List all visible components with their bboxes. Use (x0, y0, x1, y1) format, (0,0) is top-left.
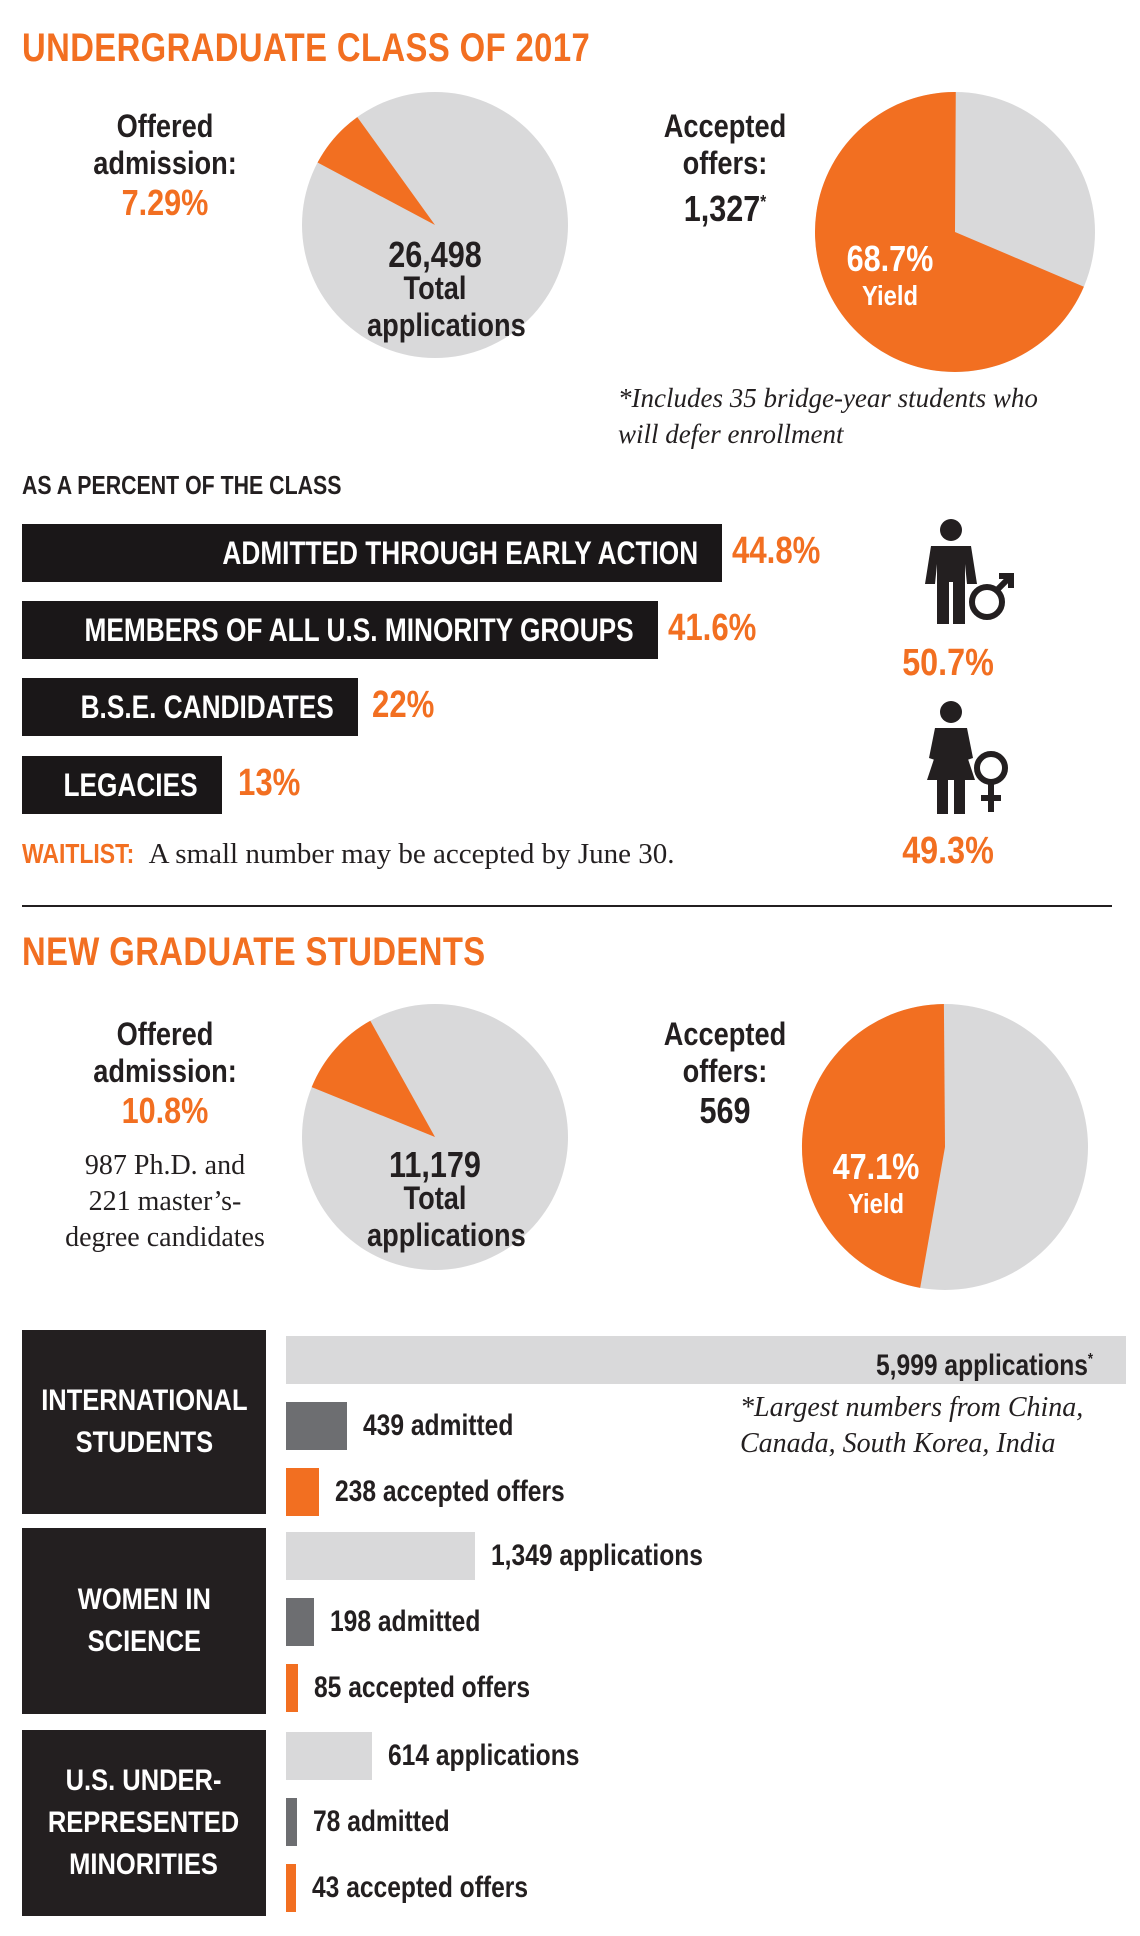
undergrad-yield-pie (815, 92, 1095, 372)
section-divider (22, 905, 1112, 907)
group-1-applications-bar (286, 1532, 475, 1580)
group-1-admitted-label: 198 admitted (330, 1605, 481, 1638)
grad-accepted-label: Accepted offers: 569 (653, 1016, 798, 1129)
percent-title: AS A PERCENT OF THE CLASS (22, 470, 342, 500)
bar-bse-candidates-value: 22% (372, 684, 435, 726)
group-0-accepted-bar (286, 1468, 319, 1516)
undergrad-footnote: *Includes 35 bridge-year students who wi… (618, 383, 1038, 449)
bar-legacies-value: 13% (238, 762, 301, 804)
group-1-applications-label: 1,349 applications (491, 1539, 703, 1572)
grad-yield-slice (801, 1004, 945, 1288)
group-0-applications-bar (286, 1336, 1126, 1384)
undergrad-offered-label: Offered admission: 7.29% (93, 108, 237, 223)
undergrad-applications-pie (302, 92, 568, 358)
waitlist-label: WAITLIST: (22, 838, 135, 869)
grad-yield-pie (801, 1004, 1088, 1290)
female-percent: 49.3% (902, 830, 994, 872)
bar-minority-groups-value: 41.6% (668, 607, 757, 649)
grad-offered-value: 10.8% (121, 1090, 209, 1131)
group-0-admitted-bar (286, 1402, 347, 1450)
grad-yield-label: 47.1% Yield (832, 1146, 920, 1219)
grad-offered-slice (311, 1020, 435, 1137)
group-2-accepted-bar (286, 1864, 296, 1912)
male-percent: 50.7% (902, 642, 994, 684)
group-2-applications-label: 614 applications (388, 1739, 580, 1772)
bar-legacies: LEGACIES (22, 756, 222, 814)
group-0-admitted-label: 439 admitted (363, 1409, 514, 1442)
undergrad-offered-slice (317, 117, 435, 225)
bar-bse-candidates: B.S.E. CANDIDATES (22, 678, 358, 736)
bar-minority-groups: MEMBERS OF ALL U.S. MINORITY GROUPS (22, 601, 658, 659)
undergrad-accepted-value: 1,327 (683, 188, 761, 229)
group-1-accepted-bar (286, 1664, 298, 1712)
waitlist-note: WAITLIST: A small number may be accepted… (22, 838, 675, 871)
undergrad-applications-label: 26,498 Total applications (367, 234, 526, 343)
group-2-admitted-label: 78 admitted (313, 1805, 450, 1838)
group-2-accepted-label: 43 accepted offers (312, 1871, 529, 1904)
undergrad-title: UNDERGRADUATE CLASS OF 2017 (22, 26, 591, 70)
group-0-applications-label: 5,999 applications* (876, 1349, 1094, 1382)
grad-title: NEW GRADUATE STUDENTS (22, 930, 486, 974)
waitlist-text: A small number may be accepted by June 3… (148, 838, 675, 870)
group-1-admitted-bar (286, 1598, 314, 1646)
group-women-box: WOMEN IN SCIENCE (22, 1528, 266, 1714)
group-1-accepted-label: 85 accepted offers (314, 1671, 531, 1704)
grad-candidates-note: 987 Ph.D. and 221 master’s- degree candi… (65, 1150, 265, 1253)
bar-early-action-value: 44.8% (732, 530, 821, 572)
group-2-applications-bar (286, 1732, 372, 1780)
group-international-box: INTERNATIONAL STUDENTS (22, 1330, 266, 1514)
grad-offered-label: Offered admission: 10.8% (93, 1016, 237, 1131)
undergrad-accepted-label: Accepted offers: 1,327* (663, 108, 787, 229)
grad-applications-label: 11,179 Total applications (367, 1144, 526, 1253)
male-icon (925, 519, 1014, 624)
undergrad-yield-slice (815, 92, 1084, 372)
undergrad-yield-label: 68.7% Yield (846, 238, 934, 311)
grad-applications-pie (302, 1004, 568, 1270)
undergrad-offered-value: 7.29% (121, 182, 209, 223)
female-icon (927, 701, 1008, 814)
bar-early-action: ADMITTED THROUGH EARLY ACTION (22, 524, 722, 582)
group-minorities-box: U.S. UNDER- REPRESENTED MINORITIES (22, 1730, 266, 1916)
group-0-accepted-label: 238 accepted offers (335, 1475, 565, 1508)
intl-note: *Largest numbers from China, Canada, Sou… (740, 1392, 1084, 1459)
grad-accepted-value: 569 (699, 1090, 751, 1131)
group-2-admitted-bar (286, 1798, 297, 1846)
